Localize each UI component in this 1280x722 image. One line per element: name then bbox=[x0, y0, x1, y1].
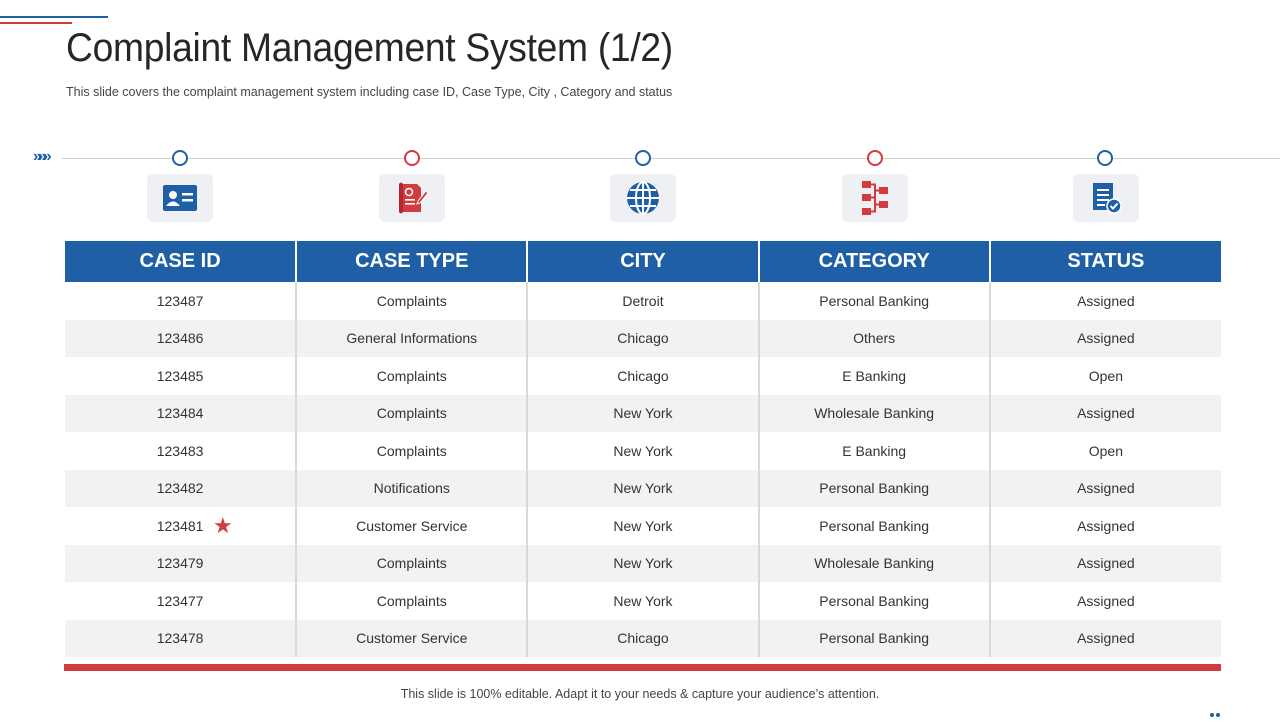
cell-case-type: General Informations bbox=[296, 319, 529, 357]
cell-city: New York bbox=[527, 394, 760, 432]
cell-case-type: Complaints bbox=[296, 582, 529, 620]
table-row: 123486 General Informations Chicago Othe… bbox=[65, 319, 1221, 357]
cell-case-id: 123481 ★ bbox=[65, 507, 298, 545]
corner-accent-red bbox=[0, 22, 72, 24]
slide-footer: This slide is 100% editable. Adapt it to… bbox=[400, 687, 880, 701]
cell-city: Chicago bbox=[527, 357, 760, 395]
cell-case-id: 123487 bbox=[65, 282, 298, 320]
header-case-type: CASE TYPE bbox=[296, 241, 529, 282]
cell-case-type: Complaints bbox=[296, 282, 529, 320]
table-row: 123478 Customer Service Chicago Personal… bbox=[65, 619, 1221, 657]
checklist-icon-box bbox=[1073, 174, 1139, 222]
cell-city: New York bbox=[527, 582, 760, 620]
cell-city: Chicago bbox=[527, 619, 760, 657]
table-row: 123477 Complaints New York Personal Bank… bbox=[65, 582, 1221, 620]
bottom-accent-bar bbox=[64, 664, 1221, 671]
cell-case-type: Complaints bbox=[296, 544, 529, 582]
timeline-dot bbox=[172, 150, 188, 166]
complaints-table: CASE ID CASE TYPE CITY CATEGORY STATUS 1… bbox=[65, 241, 1221, 657]
cell-status: Open bbox=[1088, 442, 1123, 459]
cell-category: Personal Banking bbox=[758, 469, 991, 507]
document-edit-icon-box bbox=[379, 174, 445, 222]
corner-accent-blue bbox=[0, 16, 108, 18]
cell-case-type: Complaints bbox=[296, 432, 529, 470]
cell-category: Others bbox=[758, 319, 991, 357]
cell-status: Assigned bbox=[1077, 592, 1135, 609]
header-status: STATUS bbox=[989, 241, 1221, 282]
table-row: 123482 Notifications New York Personal B… bbox=[65, 469, 1221, 507]
globe-icon bbox=[627, 181, 659, 215]
table-header-row: CASE ID CASE TYPE CITY CATEGORY STATUS bbox=[65, 241, 1221, 282]
chevron-arrows-icon: »»» bbox=[33, 148, 52, 165]
cell-case-type: Complaints bbox=[296, 394, 529, 432]
cell-category: Wholesale Banking bbox=[758, 394, 991, 432]
table-row: 123479 Complaints New York Wholesale Ban… bbox=[65, 544, 1221, 582]
cell-status: Assigned bbox=[989, 319, 1221, 357]
id-card-icon-box bbox=[147, 174, 213, 222]
cell-city: Detroit bbox=[527, 282, 760, 320]
cell-case-id: 123479 bbox=[65, 544, 298, 582]
cell-case-id: 123477 bbox=[65, 582, 298, 620]
cell-status: Assigned bbox=[989, 619, 1221, 657]
cell-status: Assigned bbox=[1077, 292, 1135, 309]
cell-case-type: Complaints bbox=[296, 357, 529, 395]
cell-case-type: Notifications bbox=[296, 469, 529, 507]
hierarchy-icon bbox=[862, 181, 888, 215]
cell-category: E Banking bbox=[758, 432, 991, 470]
checklist-icon bbox=[1093, 183, 1122, 214]
cell-category: Personal Banking bbox=[758, 282, 991, 320]
cell-status: Assigned bbox=[989, 544, 1221, 582]
timeline-dot bbox=[1097, 150, 1113, 166]
header-case-id: CASE ID bbox=[65, 241, 298, 282]
timeline-dot bbox=[404, 150, 420, 166]
header-city: CITY bbox=[527, 241, 760, 282]
cell-city: Chicago bbox=[527, 319, 760, 357]
cell-case-id: 123484 bbox=[65, 394, 298, 432]
cell-case-id: 123483 bbox=[65, 432, 298, 470]
cell-category: Personal Banking bbox=[758, 619, 991, 657]
cell-case-id: 123486 bbox=[65, 319, 298, 357]
cell-city: New York bbox=[527, 507, 760, 545]
case-id-value: 123481 bbox=[156, 517, 204, 534]
cell-status: Assigned bbox=[989, 469, 1221, 507]
cell-city: New York bbox=[527, 469, 760, 507]
table-row: 123484 Complaints New York Wholesale Ban… bbox=[65, 394, 1221, 432]
cell-city: New York bbox=[527, 544, 760, 582]
cell-category: Personal Banking bbox=[758, 582, 991, 620]
timeline-dot bbox=[635, 150, 651, 166]
cell-case-id: 123485 bbox=[65, 357, 298, 395]
cell-case-type: Customer Service bbox=[296, 507, 529, 545]
document-edit-icon bbox=[399, 182, 429, 214]
cell-category: E Banking bbox=[758, 357, 991, 395]
timeline-line bbox=[62, 158, 1280, 159]
cell-case-type: Customer Service bbox=[296, 619, 529, 657]
globe-icon-box bbox=[610, 174, 676, 222]
id-card-icon bbox=[163, 185, 197, 211]
cell-category: Wholesale Banking bbox=[758, 544, 991, 582]
table-row: 123483 Complaints New York E Banking Ope… bbox=[65, 432, 1221, 470]
cell-status: Open bbox=[1088, 367, 1123, 384]
hierarchy-icon-box bbox=[842, 174, 908, 222]
table-row: 123485 Complaints Chicago E Banking Open bbox=[65, 357, 1221, 395]
cell-case-id: 123478 bbox=[65, 619, 298, 657]
cell-city: New York bbox=[527, 432, 760, 470]
cell-category: Personal Banking bbox=[758, 507, 991, 545]
cell-status: Assigned bbox=[1077, 517, 1135, 534]
header-category: CATEGORY bbox=[758, 241, 991, 282]
timeline-dot bbox=[867, 150, 883, 166]
table-row: 123481 ★ Customer Service New York Perso… bbox=[65, 507, 1221, 545]
star-icon: ★ bbox=[213, 513, 233, 538]
table-row: 123487 Complaints Detroit Personal Banki… bbox=[65, 282, 1221, 320]
corner-dots-icon bbox=[1210, 704, 1222, 717]
slide-title: Complaint Management System (1/2) bbox=[66, 26, 673, 70]
slide-subtitle: This slide covers the complaint manageme… bbox=[66, 85, 673, 99]
cell-case-id: 123482 bbox=[65, 469, 298, 507]
cell-status: Assigned bbox=[989, 394, 1221, 432]
